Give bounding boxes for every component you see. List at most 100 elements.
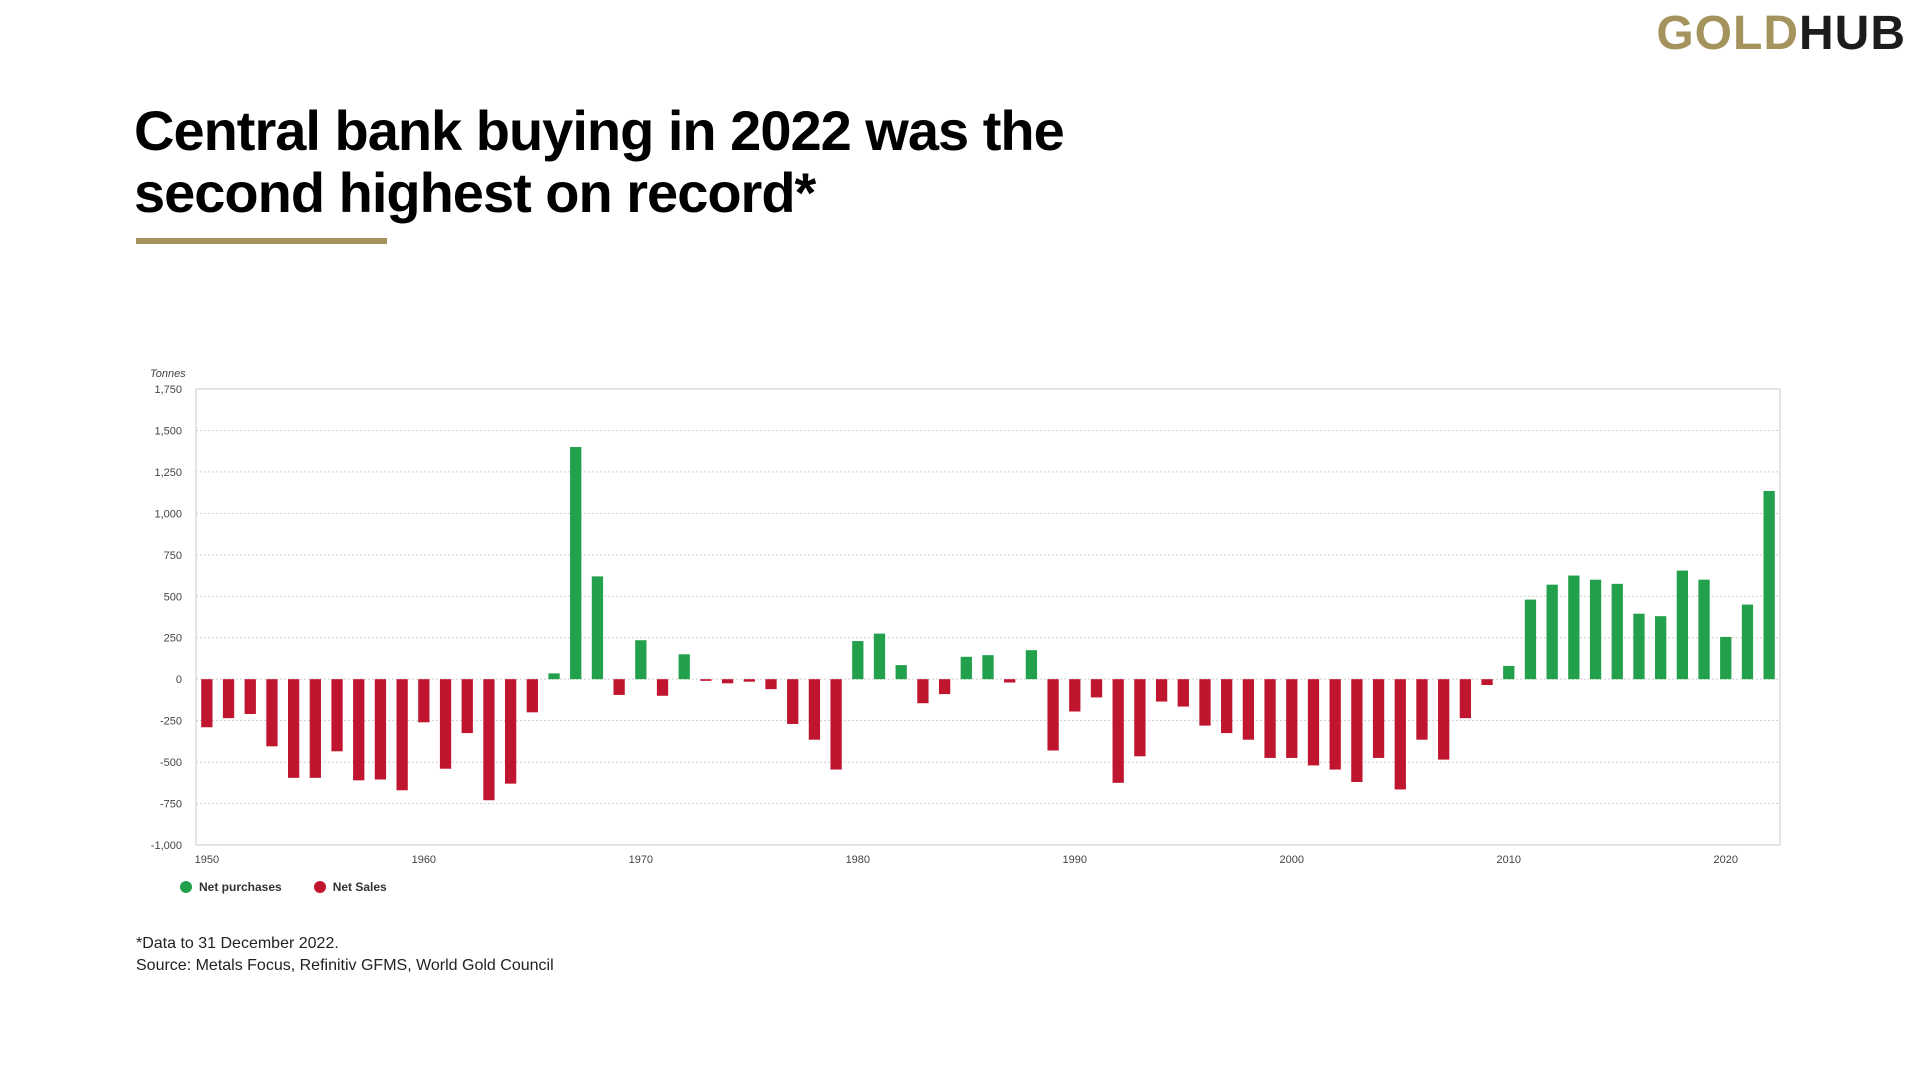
bar-1979 xyxy=(830,679,842,770)
bar-1972 xyxy=(678,654,690,680)
bar-2010 xyxy=(1503,665,1515,680)
bar-1996 xyxy=(1199,679,1211,726)
bar-1959 xyxy=(396,679,408,791)
goldhub-logo[interactable]: GOLDHUB xyxy=(1656,10,1906,58)
x-tick-label: 2010 xyxy=(1497,854,1521,866)
gridlines xyxy=(195,388,1781,846)
bar-1982 xyxy=(895,665,907,680)
bar-1956 xyxy=(331,679,343,752)
bar-1954 xyxy=(288,679,300,778)
bar-1966 xyxy=(548,673,560,680)
bar-2008 xyxy=(1459,679,1472,719)
bar-1999 xyxy=(1264,679,1276,758)
bar-2005 xyxy=(1394,679,1406,790)
y-tick-label: 250 xyxy=(164,633,182,645)
bar-1977 xyxy=(787,679,799,724)
axes: 1,750 1,500 1,250 1,000 750 500 250 0 -250 -500 -7… xyxy=(151,384,1738,866)
bar-2007 xyxy=(1438,679,1450,760)
y-tick-label: 1,000 xyxy=(154,508,182,520)
bar-1975 xyxy=(743,679,755,682)
bar-1951 xyxy=(222,679,235,719)
bar-1978 xyxy=(808,679,821,740)
bar-1984 xyxy=(938,679,951,695)
y-axis-unit-label: Tonnes xyxy=(150,368,186,380)
bar-2009 xyxy=(1481,679,1493,685)
bar-1960 xyxy=(418,679,430,723)
y-tick-label: 1,500 xyxy=(154,425,182,437)
bar-1991 xyxy=(1090,679,1103,698)
y-tick-label: 500 xyxy=(164,591,182,603)
legend-dot-green xyxy=(180,881,192,893)
bar-1987 xyxy=(1004,679,1016,683)
bar-1990 xyxy=(1069,679,1081,712)
y-tick-label: -750 xyxy=(160,799,182,811)
bar-1981 xyxy=(873,633,886,680)
bar-1973 xyxy=(700,679,712,681)
bar-1963 xyxy=(483,679,495,801)
source-line: Source: Metals Focus, Refinitiv GFMS, Wo… xyxy=(136,957,554,974)
bar-2000 xyxy=(1286,679,1298,758)
bar-1992 xyxy=(1112,679,1124,783)
chart-legend: Net purchases Net Sales xyxy=(180,880,387,894)
bar-2011 xyxy=(1524,599,1537,680)
bar-1994 xyxy=(1155,679,1168,702)
bar-1997 xyxy=(1221,679,1233,734)
bar-1993 xyxy=(1134,679,1146,757)
bar-2013 xyxy=(1568,575,1580,680)
bar-1988 xyxy=(1025,650,1038,680)
x-tick-label: 1990 xyxy=(1063,854,1087,866)
bar-2015 xyxy=(1611,583,1623,680)
bar-2004 xyxy=(1372,679,1385,758)
x-tick-label: 1950 xyxy=(195,854,219,866)
bar-2006 xyxy=(1416,679,1428,740)
bar-1952 xyxy=(244,679,256,715)
bar-1961 xyxy=(439,679,452,769)
legend-item-net-sales: Net Sales xyxy=(313,880,387,894)
bar-1958 xyxy=(374,679,387,780)
legend-label-net-purchases: Net purchases xyxy=(199,880,282,894)
bar-1976 xyxy=(765,679,777,690)
logo-hub-text: HUB xyxy=(1799,7,1906,60)
bars xyxy=(201,447,1775,801)
bar-2014 xyxy=(1589,579,1602,680)
bar-2018 xyxy=(1676,570,1688,680)
legend-dot-red xyxy=(313,881,326,893)
footnote: *Data to 31 December 2022. xyxy=(136,935,339,952)
bar-1968 xyxy=(591,576,604,680)
bar-2017 xyxy=(1655,616,1667,680)
page-title: Central bank buying in 2022 was the seco… xyxy=(134,99,1065,224)
bar-1995 xyxy=(1177,679,1189,707)
bar-1965 xyxy=(526,679,538,713)
bar-1957 xyxy=(353,679,365,781)
bar-1967 xyxy=(570,447,582,680)
y-tick-label: 750 xyxy=(164,550,182,562)
bar-1970 xyxy=(635,640,647,680)
bar-2002 xyxy=(1329,679,1341,770)
y-tick-label: -500 xyxy=(160,757,182,769)
title-underline xyxy=(136,238,387,244)
chart-notes: *Data to 31 December 2022. Source: Metal… xyxy=(136,933,554,977)
bar-2019 xyxy=(1698,579,1710,680)
bar-2001 xyxy=(1307,679,1320,766)
bar-1974 xyxy=(721,679,734,684)
bar-1955 xyxy=(309,679,321,778)
legend-item-net-purchases: Net purchases xyxy=(180,880,282,894)
bar-1964 xyxy=(504,679,517,784)
bar-1989 xyxy=(1047,679,1059,751)
bar-1953 xyxy=(266,679,278,747)
bar-1983 xyxy=(917,679,929,704)
bar-2016 xyxy=(1633,613,1645,680)
bar-1986 xyxy=(982,655,994,680)
bar-2003 xyxy=(1351,679,1363,782)
y-tick-label: -250 xyxy=(160,716,182,728)
bar-2022 xyxy=(1763,490,1775,680)
y-tick-label: -1,000 xyxy=(151,840,182,852)
bar-2012 xyxy=(1546,584,1558,680)
x-tick-label: 1980 xyxy=(846,854,870,866)
legend-label-net-sales: Net Sales xyxy=(332,880,387,894)
bar-1969 xyxy=(613,679,625,695)
x-tick-label: 1970 xyxy=(629,854,653,866)
y-tick-label: 1,750 xyxy=(154,384,182,396)
